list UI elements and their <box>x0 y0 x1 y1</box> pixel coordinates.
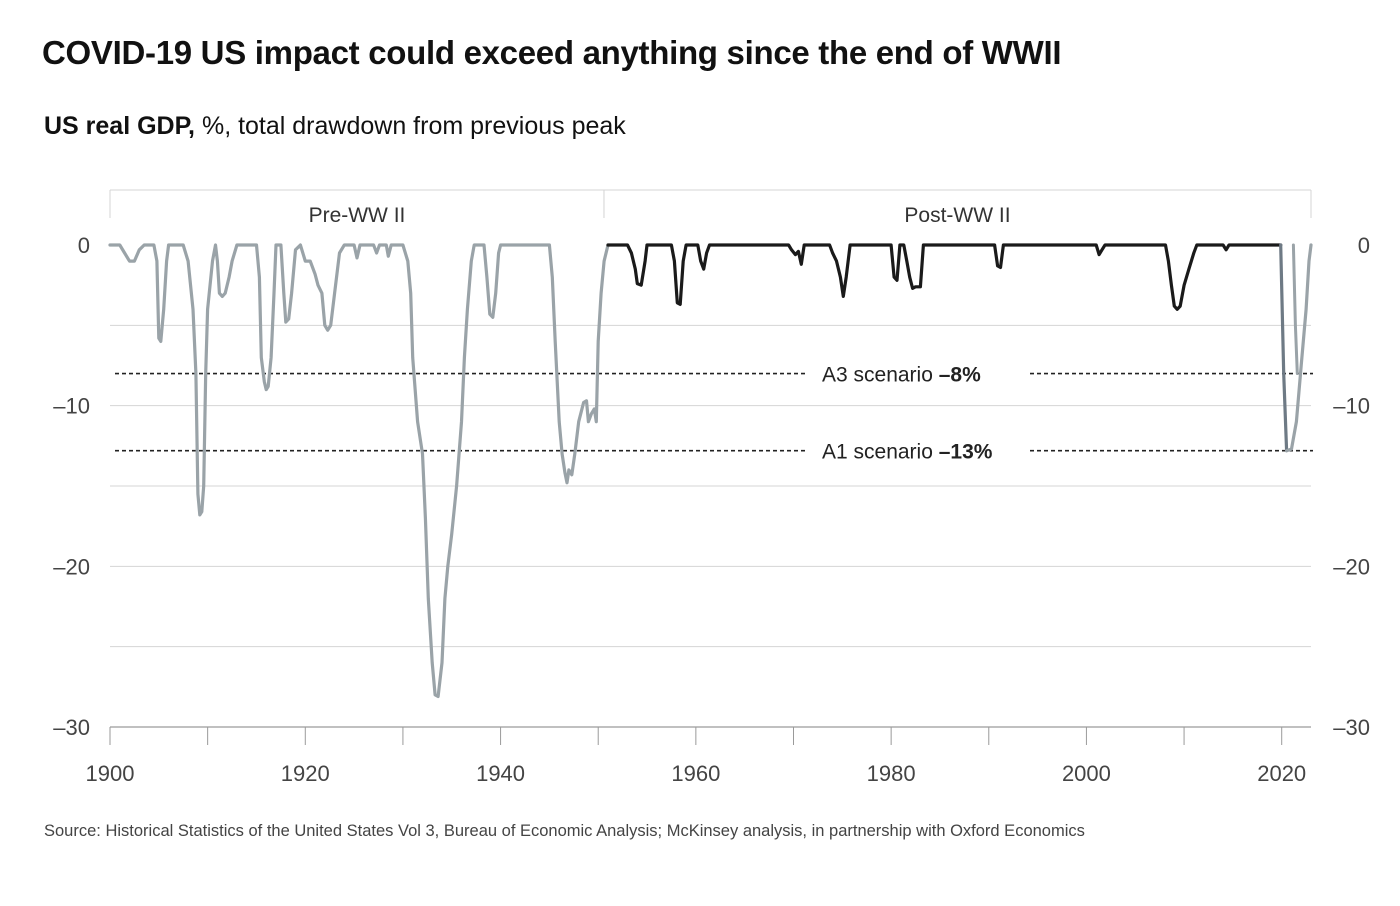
series-line-pre-ww2 <box>108 243 610 699</box>
series-line-covid-drop <box>1279 243 1289 453</box>
chart-subtitle: US real GDP, %, total drawdown from prev… <box>44 112 626 141</box>
y-tick-label-right: –30 <box>1333 715 1370 740</box>
subtitle-measure: US real GDP, <box>44 112 196 140</box>
scenario-name: A1 scenario <box>822 441 939 464</box>
subtitle-description: %, total drawdown from previous peak <box>195 112 626 140</box>
x-tick-label: 2020 <box>1257 761 1306 786</box>
x-tick-label: 1920 <box>281 761 330 786</box>
scenario-value: –8% <box>939 364 981 387</box>
y-tick-label-left: 0 <box>78 233 90 258</box>
y-tick-label-left: –20 <box>53 554 90 579</box>
scenario-label-a3: A3 scenario –8% <box>822 364 981 387</box>
series-line-covid-a1-recovery <box>1285 243 1313 453</box>
scenario-label-a1: A1 scenario –13% <box>822 441 993 464</box>
scenario-name: A3 scenario <box>822 364 939 387</box>
series-line-post-ww2 <box>606 243 1283 311</box>
x-tick-label: 1900 <box>86 761 135 786</box>
y-tick-label-right: –10 <box>1333 394 1370 419</box>
y-tick-label-right: –20 <box>1333 554 1370 579</box>
y-tick-label-right: 0 <box>1358 233 1370 258</box>
era-label-pre-ww2: Pre-WW II <box>309 204 406 227</box>
x-tick-label: 1960 <box>671 761 720 786</box>
x-tick-label: 1980 <box>867 761 916 786</box>
chart-title: COVID-19 US impact could exceed anything… <box>42 34 1062 71</box>
source-note: Source: Historical Statistics of the Uni… <box>44 822 1085 840</box>
era-label-post-ww2: Post-WW II <box>904 204 1010 227</box>
scenario-value: –13% <box>939 441 993 464</box>
y-tick-label-left: –30 <box>53 715 90 740</box>
x-tick-label: 1940 <box>476 761 525 786</box>
y-tick-label-left: –10 <box>53 394 90 419</box>
series-line-covid-a3-recovery <box>1291 243 1299 375</box>
x-tick-label: 2000 <box>1062 761 1111 786</box>
